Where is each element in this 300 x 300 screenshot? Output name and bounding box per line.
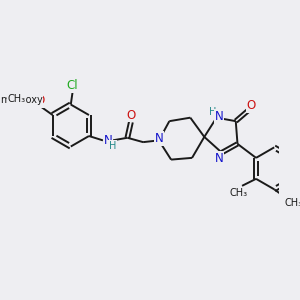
Text: CH₃: CH₃ [284,198,300,208]
Text: methoxy: methoxy [0,95,43,105]
Text: CH₃: CH₃ [230,188,247,198]
Text: N: N [215,110,224,123]
Text: H: H [209,106,217,117]
Text: Cl: Cl [67,79,78,92]
Text: N: N [104,134,112,147]
Text: N: N [154,132,163,145]
Text: CH₃: CH₃ [8,94,26,104]
Text: O: O [35,94,44,107]
Text: N: N [215,152,224,165]
Text: O: O [126,109,136,122]
Text: O: O [247,99,256,112]
Text: H: H [109,141,116,151]
